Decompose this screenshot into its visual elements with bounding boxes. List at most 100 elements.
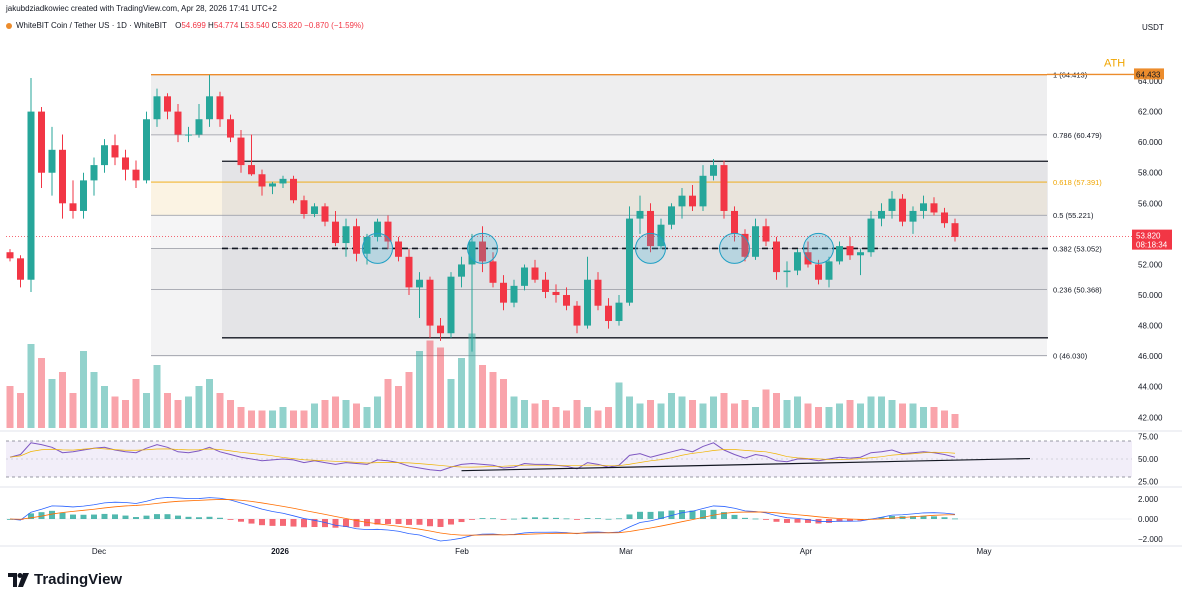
rsi-tick-label: 25.00: [1138, 478, 1159, 487]
volume-bar: [720, 393, 728, 428]
candle-body: [248, 165, 255, 175]
brand-name: TradingView: [34, 571, 123, 588]
candle-body: [111, 145, 119, 158]
volume-bar: [479, 365, 486, 428]
candle-body: [773, 241, 780, 273]
macd-histogram-bar: [742, 517, 748, 519]
candle-body: [353, 226, 360, 254]
volume-bar: [27, 344, 35, 428]
fib-band: [151, 182, 1047, 216]
volume-bar: [615, 382, 623, 428]
volume-bar: [185, 396, 192, 428]
candle-body: [6, 252, 14, 259]
candle-body: [38, 111, 45, 173]
candle-body: [636, 210, 644, 219]
candle-body: [668, 206, 675, 225]
candle-body: [468, 241, 476, 265]
candle-body: [552, 291, 560, 296]
macd-histogram-bar: [395, 519, 402, 524]
candle-body: [48, 149, 56, 173]
macd-histogram-bar: [185, 516, 192, 519]
volume-bar: [867, 396, 875, 428]
macd-histogram-bar: [931, 516, 937, 519]
rsi-trendline: [461, 457, 1031, 472]
volume-bar: [59, 372, 66, 428]
candle-body: [17, 258, 24, 280]
volume-bar: [206, 379, 213, 428]
volume-bar: [773, 393, 780, 428]
macd-histogram-bar: [658, 511, 664, 519]
volume-bar: [762, 389, 770, 428]
macd-histogram-bar: [322, 519, 328, 528]
macd-histogram-bar: [710, 509, 717, 519]
volume-bar: [531, 403, 539, 428]
candle-body: [584, 279, 591, 326]
volume-bar: [878, 396, 885, 428]
candle-body: [951, 223, 959, 237]
time-tick-label: Mar: [619, 547, 633, 556]
macd-histogram-bar: [500, 519, 507, 520]
candle-body: [80, 180, 87, 211]
macd-histogram-bar: [626, 514, 633, 519]
candle-body: [899, 198, 906, 222]
candle-body: [794, 252, 801, 271]
candle-body: [752, 226, 759, 257]
volume-bar: [510, 396, 518, 428]
low-value: 53.540: [244, 21, 270, 30]
volume-bar: [416, 351, 423, 428]
candle-body: [216, 96, 224, 120]
volume-bar: [258, 410, 266, 428]
macd-histogram-bar: [878, 517, 885, 519]
volume-bar: [468, 333, 476, 428]
volume-bar: [563, 410, 570, 428]
fib-level-label: 0.618 (57.391): [1053, 178, 1102, 187]
time-tick-label: 2026: [271, 547, 289, 556]
volume-bar: [636, 403, 644, 428]
open-value: 54.699: [181, 21, 206, 30]
symbol-title[interactable]: WhiteBIT Coin / Tether US · 1D · WhiteBI…: [16, 21, 167, 30]
volume-bar: [552, 407, 560, 428]
fib-level-label: 1 (64.413): [1053, 71, 1088, 80]
candle-body: [447, 276, 455, 334]
macd-histogram-bar: [616, 518, 622, 520]
macd-histogram-bar: [941, 517, 948, 519]
volume-bar: [216, 393, 224, 428]
macd-histogram-bar: [133, 517, 139, 519]
volume-bar: [752, 407, 759, 428]
candle-body: [615, 302, 623, 322]
volume-bar: [269, 410, 276, 428]
volume-bar: [710, 396, 717, 428]
volume-bar: [825, 407, 833, 428]
volume-bar: [699, 403, 707, 428]
volume-bar: [542, 400, 549, 428]
macd-histogram-bar: [458, 519, 465, 523]
volume-bar: [941, 410, 948, 428]
candle-body: [416, 279, 423, 288]
time-tick-label: May: [976, 547, 991, 556]
macd-histogram-bar: [605, 518, 612, 520]
fib-band: [151, 134, 1047, 183]
high-value: 54.774: [213, 21, 239, 30]
volume-bar: [132, 379, 140, 428]
tradingview-brand[interactable]: TradingView: [8, 571, 122, 588]
candle-body: [195, 119, 203, 135]
support-touch-circle: [803, 232, 834, 264]
currency-label[interactable]: USDT: [1142, 23, 1164, 32]
support-touch-circle: [362, 232, 393, 264]
candle-body: [573, 305, 581, 326]
macd-histogram-bar: [143, 515, 150, 519]
macd-histogram-bar: [416, 519, 423, 525]
macd-histogram-bar: [91, 514, 97, 519]
volume-bar: [101, 386, 108, 428]
fib-level-label: 0.786 (60.479): [1053, 131, 1102, 140]
volume-bar: [500, 379, 507, 428]
candle-body: [542, 279, 549, 292]
candle-body: [836, 246, 843, 262]
volume-bar: [731, 403, 738, 428]
volume-bar: [489, 372, 497, 428]
volume-bar: [668, 393, 675, 428]
macd-histogram-bar: [542, 517, 549, 519]
volume-bar: [237, 407, 245, 428]
candle-body: [941, 212, 948, 224]
